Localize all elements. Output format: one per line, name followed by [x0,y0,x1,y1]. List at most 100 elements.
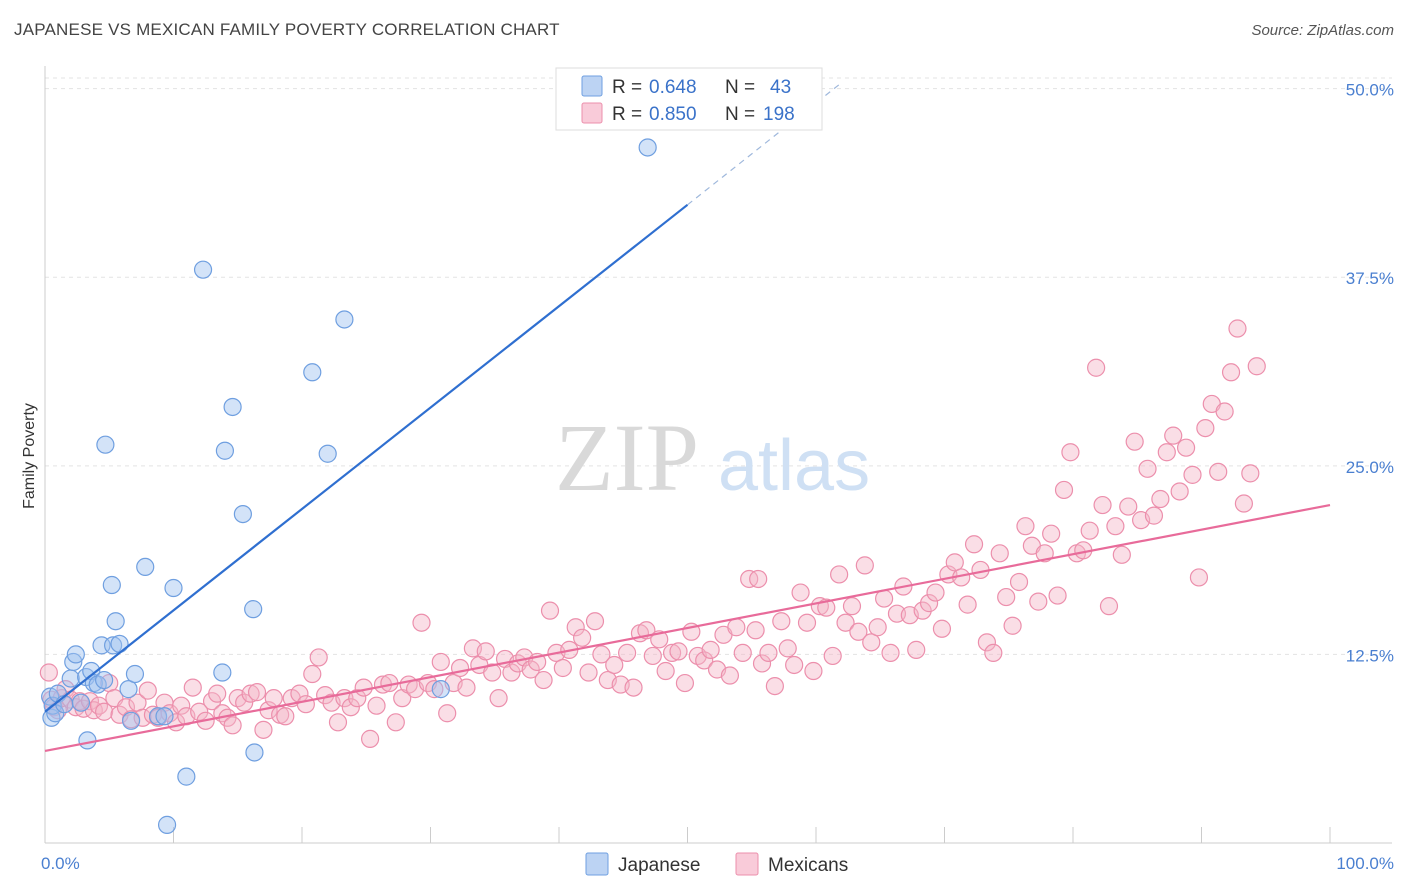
point-mexicans-30 [190,702,209,721]
point-mexicans-175 [1112,545,1131,564]
point-japanese-33 [215,441,234,460]
source-label: Source: ZipAtlas.com [1251,22,1394,39]
point-mexicans-99 [624,678,643,697]
point-mexicans-122 [772,612,791,631]
point-japanese-26 [148,707,168,726]
point-mexicans-120 [759,643,778,662]
point-japanese-42 [638,138,657,157]
trend-line-japanese [44,203,689,713]
point-mexicans-147 [932,619,952,638]
point-mexicans-126 [797,613,817,632]
point-japanese-31 [193,260,213,279]
point-mexicans-118 [746,621,765,640]
point-mexicans-78 [489,689,508,708]
point-mexicans-96 [605,655,624,675]
point-mexicans-174 [1106,517,1125,536]
point-mexicans-182 [1157,443,1176,462]
point-mexicans-157 [997,587,1016,607]
point-mexicans-111 [701,640,720,659]
point-japanese-5 [55,695,74,714]
point-mexicans-17 [116,698,136,717]
point-japanese-21 [110,634,129,653]
point-mexicans-115 [727,618,746,637]
point-mexicans-33 [208,684,227,703]
point-mexicans-49 [303,664,322,684]
point-japanese-22 [119,680,138,699]
point-mexicans-149 [945,553,964,572]
point-mexicans-124 [785,655,804,675]
point-mexicans-59 [367,696,386,715]
point-mexicans-94 [592,645,611,664]
point-mexicans-131 [830,565,849,584]
point-mexicans-105 [662,643,682,662]
point-mexicans-76 [476,642,495,661]
point-mexicans-146 [926,583,945,602]
point-mexicans-0 [39,663,58,682]
point-japanese-41 [431,680,450,699]
point-japanese-35 [233,504,252,524]
watermark-atlas: atlas [718,426,870,506]
legend-japanese-n-label: N = [725,77,755,98]
point-mexicans-194 [1234,494,1254,513]
point-mexicans-173 [1099,597,1119,616]
legend-japanese-n-value: 43 [770,77,791,98]
point-mexicans-39 [241,684,260,703]
point-mexicans-43 [264,689,283,708]
point-mexicans-91 [573,628,592,647]
point-japanese-40 [335,310,354,329]
point-mexicans-156 [990,544,1009,563]
legend-mexicans-swatch [581,102,603,124]
point-mexicans-13 [95,702,114,721]
point-mexicans-127 [804,661,823,681]
series-mexicans [39,319,1266,748]
point-japanese-17 [96,435,115,454]
point-mexicans-121 [765,676,784,696]
legend-mexicans-r-label: R = [612,104,642,125]
point-mexicans-197 [749,569,768,589]
point-mexicans-163 [1035,544,1054,563]
point-mexicans-72 [450,658,470,678]
point-japanese-24 [125,664,145,684]
point-mexicans-132 [836,613,855,632]
point-mexicans-154 [977,633,997,652]
point-mexicans-165 [1048,586,1067,605]
point-mexicans-164 [1042,524,1061,543]
point-mexicans-184 [1170,482,1189,501]
point-mexicans-70 [438,704,457,723]
tick-labels: 12.5% 25.0% 37.5% 50.0% 0.0% 100.0% [41,81,1394,873]
point-mexicans-193 [1228,319,1247,338]
point-mexicans-58 [361,729,380,748]
point-mexicans-55 [341,698,360,717]
point-mexicans-77 [483,663,502,682]
y-axis-label: Family Poverty [21,403,38,509]
legend-bottom-mexicans-swatch [735,852,759,876]
point-mexicans-68 [425,680,444,699]
point-mexicans-183 [1164,426,1183,445]
point-mexicans-129 [817,598,836,617]
point-mexicans-16 [110,705,129,724]
point-mexicans-102 [643,646,662,666]
point-mexicans-80 [502,663,521,682]
point-mexicans-143 [907,640,926,659]
x-tick-label-0: 0.0% [41,854,80,873]
point-mexicans-167 [1061,443,1080,462]
point-japanese-6 [61,669,80,688]
point-mexicans-98 [618,643,637,662]
point-japanese-23 [121,711,141,730]
watermark: ZIP atlas [555,404,870,511]
point-mexicans-20 [133,708,152,727]
point-mexicans-171 [1087,358,1106,377]
x-tick-label-1: 100.0% [1336,854,1394,873]
point-mexicans-186 [1183,465,1202,484]
point-mexicans-21 [138,681,157,700]
point-mexicans-40 [247,683,267,702]
point-mexicans-83 [521,660,540,679]
legend-japanese-r-value: 0.648 [649,77,697,98]
point-mexicans-159 [1009,572,1029,592]
point-japanese-27 [155,707,174,726]
y-tick-label-3: 50.0% [1346,81,1394,100]
point-mexicans-62 [386,713,405,732]
point-mexicans-158 [1003,616,1022,635]
point-mexicans-192 [1221,363,1241,382]
